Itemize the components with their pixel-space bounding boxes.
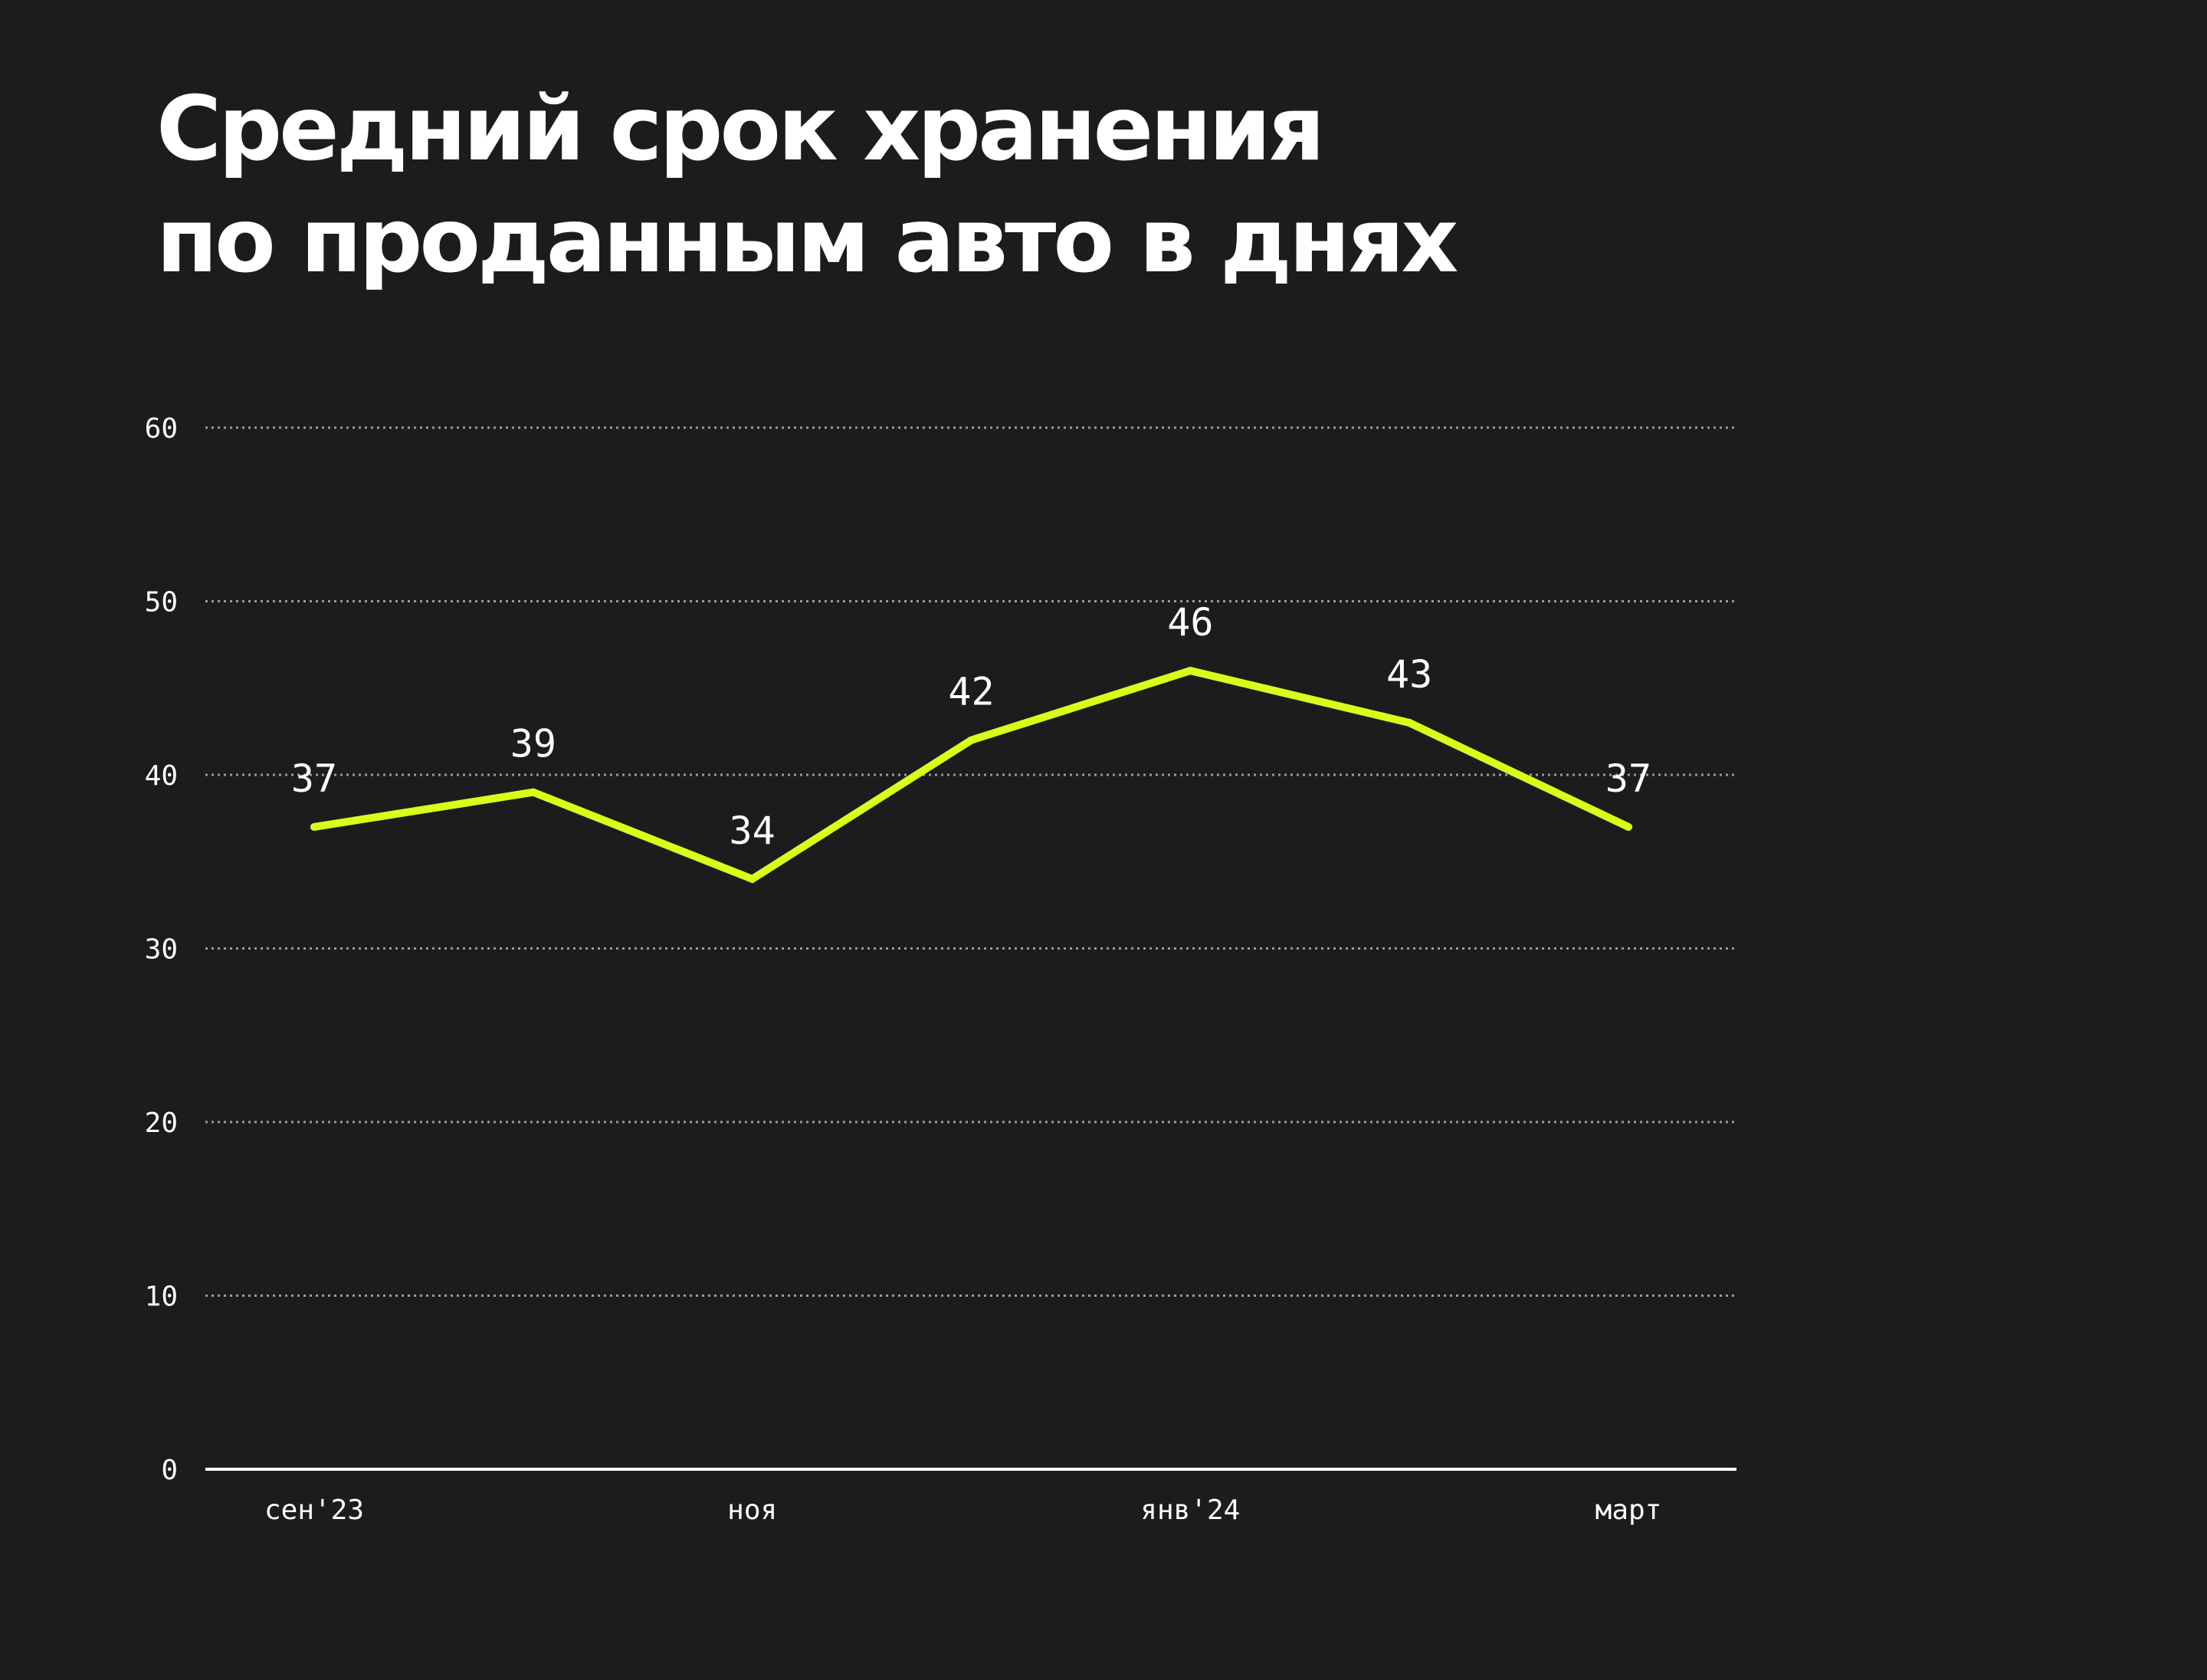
y-tick-label: 40	[145, 760, 178, 792]
y-tick-label: 0	[161, 1455, 178, 1486]
x-tick-label: март	[1595, 1495, 1662, 1526]
x-axis-ticks: сен'23 ноя янв'24 март	[264, 1495, 1661, 1526]
data-label: 37	[291, 756, 337, 801]
data-label: 34	[730, 809, 776, 853]
series-line-group	[310, 666, 1632, 884]
y-axis-ticks: 0 10 20 30 40 50 60	[145, 413, 178, 1486]
data-point	[310, 822, 318, 831]
data-point	[529, 788, 537, 796]
chart-title-line-2: по проданным авто в днях	[156, 189, 1458, 293]
x-tick-label: сен'23	[264, 1495, 364, 1526]
y-tick-label: 10	[145, 1281, 178, 1313]
data-point	[1625, 822, 1632, 831]
y-tick-label: 20	[145, 1107, 178, 1139]
y-tick-label: 30	[145, 934, 178, 966]
data-label: 42	[948, 670, 994, 714]
data-point	[1405, 719, 1414, 727]
y-tick-label: 50	[145, 587, 178, 619]
data-label: 39	[510, 722, 556, 766]
chart-title-line-1: Средний срок хранения	[156, 77, 1325, 181]
data-label: 37	[1605, 756, 1651, 801]
x-tick-label: янв'24	[1140, 1495, 1240, 1526]
data-labels: 37 39 34 42 46 43 37	[291, 600, 1651, 853]
data-point	[967, 736, 976, 744]
data-point	[748, 874, 756, 883]
data-point	[1186, 667, 1195, 675]
y-tick-label: 60	[145, 413, 178, 445]
gridlines	[205, 426, 1736, 1471]
chart-title: Средний срок хранения по проданным авто …	[156, 74, 1458, 297]
data-label: 43	[1386, 652, 1432, 697]
data-label: 46	[1167, 600, 1213, 645]
x-tick-label: ноя	[727, 1495, 777, 1526]
